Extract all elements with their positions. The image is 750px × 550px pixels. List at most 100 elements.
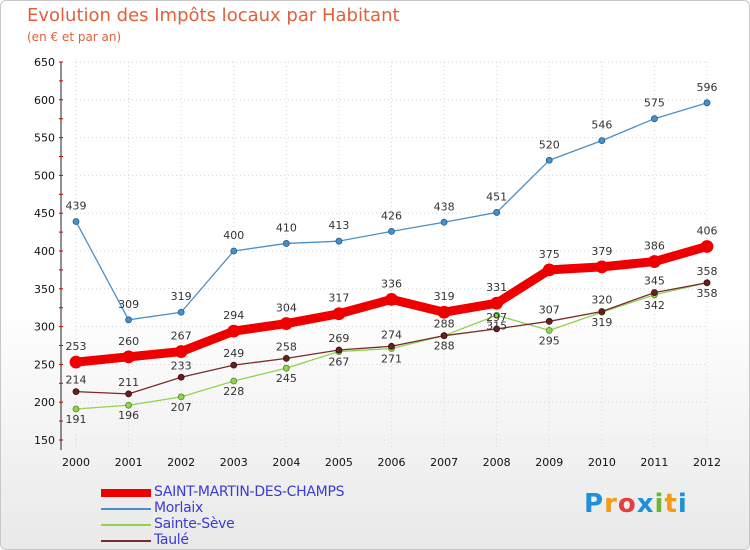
data-point xyxy=(72,388,80,396)
data-label: 379 xyxy=(591,245,612,258)
data-point xyxy=(440,218,448,226)
data-point xyxy=(177,373,185,381)
legend-label: SAINT-MARTIN-DES-CHAMPS xyxy=(154,484,345,500)
data-point xyxy=(230,377,238,385)
data-label: 336 xyxy=(381,277,402,290)
data-point xyxy=(542,263,556,277)
data-point xyxy=(282,354,290,362)
data-point xyxy=(545,156,553,164)
data-label: 249 xyxy=(223,347,244,360)
data-label: 274 xyxy=(381,328,402,341)
data-point xyxy=(648,255,661,268)
data-point xyxy=(385,292,398,306)
y-tick-label: 200 xyxy=(34,396,55,409)
data-label: 406 xyxy=(697,224,718,237)
data-point xyxy=(230,247,238,255)
y-tick-label: 450 xyxy=(34,207,55,220)
y-tick-label: 600 xyxy=(34,94,55,107)
data-label: 295 xyxy=(539,334,560,347)
data-point xyxy=(651,115,658,123)
data-label: 288 xyxy=(434,318,455,331)
data-label: 211 xyxy=(118,376,139,389)
data-label: 546 xyxy=(591,119,612,132)
legend-swatch xyxy=(101,540,151,542)
data-point xyxy=(72,405,80,413)
data-label: 451 xyxy=(486,190,507,203)
data-label: 245 xyxy=(276,372,297,385)
y-tick-label: 400 xyxy=(34,245,55,258)
data-point xyxy=(598,137,606,145)
data-point xyxy=(282,364,290,372)
data-point xyxy=(122,350,135,364)
x-tick-label: 2004 xyxy=(272,456,300,469)
data-label: 439 xyxy=(66,200,87,213)
data-label: 207 xyxy=(171,401,192,414)
data-label: 271 xyxy=(381,353,402,366)
data-label: 315 xyxy=(486,319,507,332)
data-label: 358 xyxy=(697,287,718,300)
data-label: 196 xyxy=(118,409,139,422)
data-label: 575 xyxy=(644,97,665,110)
data-label: 267 xyxy=(171,330,192,343)
y-tick-label: 300 xyxy=(34,321,55,334)
data-label: 269 xyxy=(328,332,349,345)
data-label: 342 xyxy=(644,299,665,312)
data-point xyxy=(703,279,711,287)
data-label: 410 xyxy=(276,221,297,234)
data-point xyxy=(703,99,711,107)
data-point xyxy=(335,237,343,245)
data-label: 191 xyxy=(66,413,87,426)
data-point xyxy=(545,326,553,334)
data-label: 319 xyxy=(171,290,192,303)
data-label: 267 xyxy=(328,356,349,369)
data-label: 319 xyxy=(434,290,455,303)
data-label: 400 xyxy=(223,229,244,242)
x-tick-label: 2011 xyxy=(640,456,668,469)
data-label: 438 xyxy=(434,200,455,213)
x-tick-label: 2010 xyxy=(588,456,616,469)
data-point xyxy=(227,324,241,338)
data-point xyxy=(174,345,188,358)
data-label: 288 xyxy=(434,340,455,353)
data-label: 317 xyxy=(328,292,349,305)
legend-swatch xyxy=(101,508,151,510)
data-label: 520 xyxy=(539,138,560,151)
data-label: 309 xyxy=(118,298,139,311)
x-tick-label: 2002 xyxy=(167,456,195,469)
y-tick-label: 500 xyxy=(34,169,55,182)
data-label: 260 xyxy=(118,335,139,348)
data-point xyxy=(125,401,132,409)
x-tick-label: 2006 xyxy=(378,456,406,469)
x-tick-label: 2001 xyxy=(115,456,143,469)
data-point xyxy=(72,218,80,225)
data-point xyxy=(595,260,609,274)
data-point xyxy=(700,240,714,253)
data-point xyxy=(437,305,451,319)
legend-label: Taulé xyxy=(154,532,189,548)
data-label: 413 xyxy=(328,219,349,232)
data-label: 304 xyxy=(276,302,297,315)
data-point xyxy=(279,317,293,330)
data-label: 386 xyxy=(644,240,665,253)
y-tick-label: 650 xyxy=(34,56,55,69)
data-label: 320 xyxy=(591,293,612,306)
data-point xyxy=(177,308,185,316)
data-label: 596 xyxy=(697,81,718,94)
data-point xyxy=(69,355,83,369)
y-tick-label: 350 xyxy=(34,283,55,296)
data-label: 297 xyxy=(486,311,507,324)
y-tick-label: 250 xyxy=(34,358,55,371)
data-point xyxy=(125,316,132,324)
data-label: 375 xyxy=(539,248,560,261)
x-tick-label: 2005 xyxy=(325,456,353,469)
data-point xyxy=(651,289,658,296)
data-point xyxy=(598,308,606,315)
data-point xyxy=(332,307,346,321)
data-point xyxy=(493,311,501,319)
data-point xyxy=(493,209,501,216)
chart-subtitle: (en € et par an) xyxy=(27,30,122,44)
data-point xyxy=(335,346,343,354)
data-point xyxy=(440,332,448,340)
data-point xyxy=(388,342,395,350)
